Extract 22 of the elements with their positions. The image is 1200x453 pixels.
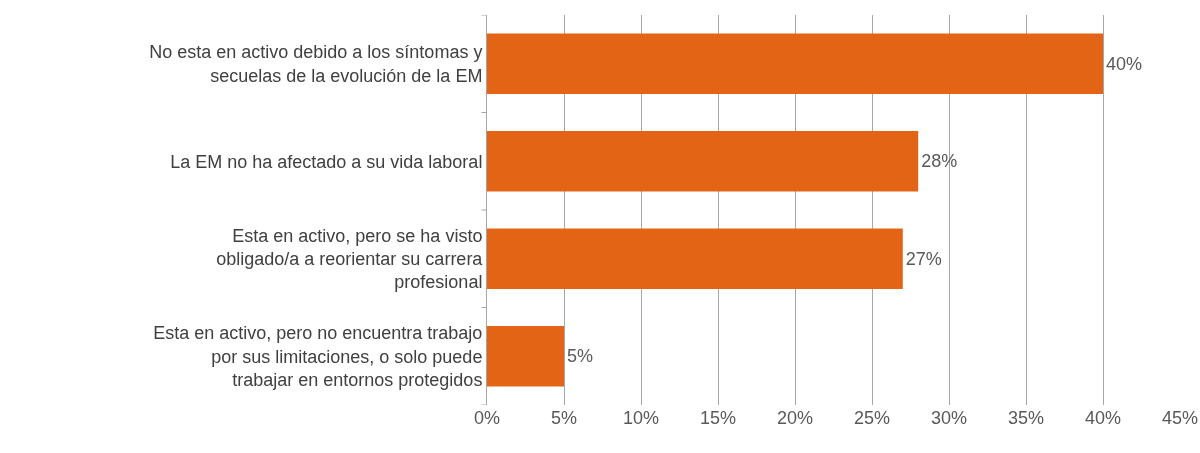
y-tick-label: Esta en activo, pero se ha visto obligado/a a reorientar su carrera profesional <box>216 225 484 293</box>
y-tick-label: Esta en activo, pero no encuentra trabajo por sus limitaciones, o solo puede trabajar en entornos protegidos <box>153 323 483 390</box>
bar <box>487 326 564 387</box>
bar <box>487 33 1103 94</box>
data-label: 27% <box>905 248 942 269</box>
x-tick-label: 40% <box>1084 408 1122 428</box>
x-tick-label: 10% <box>622 408 660 428</box>
data-label: 5% <box>567 346 594 367</box>
bar <box>487 131 919 192</box>
x-tick-label: 5% <box>550 408 578 428</box>
x-tick-label: 15% <box>699 408 737 428</box>
x-tick-label: 20% <box>776 408 814 428</box>
x-tick-label: 0% <box>473 408 501 428</box>
x-tick-label: 45% <box>1161 408 1199 428</box>
x-tick-label: 35% <box>1007 408 1045 428</box>
data-label: 40% <box>1106 53 1143 74</box>
x-tick-label: 25% <box>853 408 891 428</box>
y-tick-label: La EM no ha afectado a su vida laboral <box>170 151 483 172</box>
bar <box>487 228 903 289</box>
x-tick-label: 30% <box>930 408 968 428</box>
y-tick-label: No esta en activo debido a los síntomas y secuelas de la evolución de la EM <box>149 42 483 86</box>
data-label: 28% <box>921 151 958 172</box>
